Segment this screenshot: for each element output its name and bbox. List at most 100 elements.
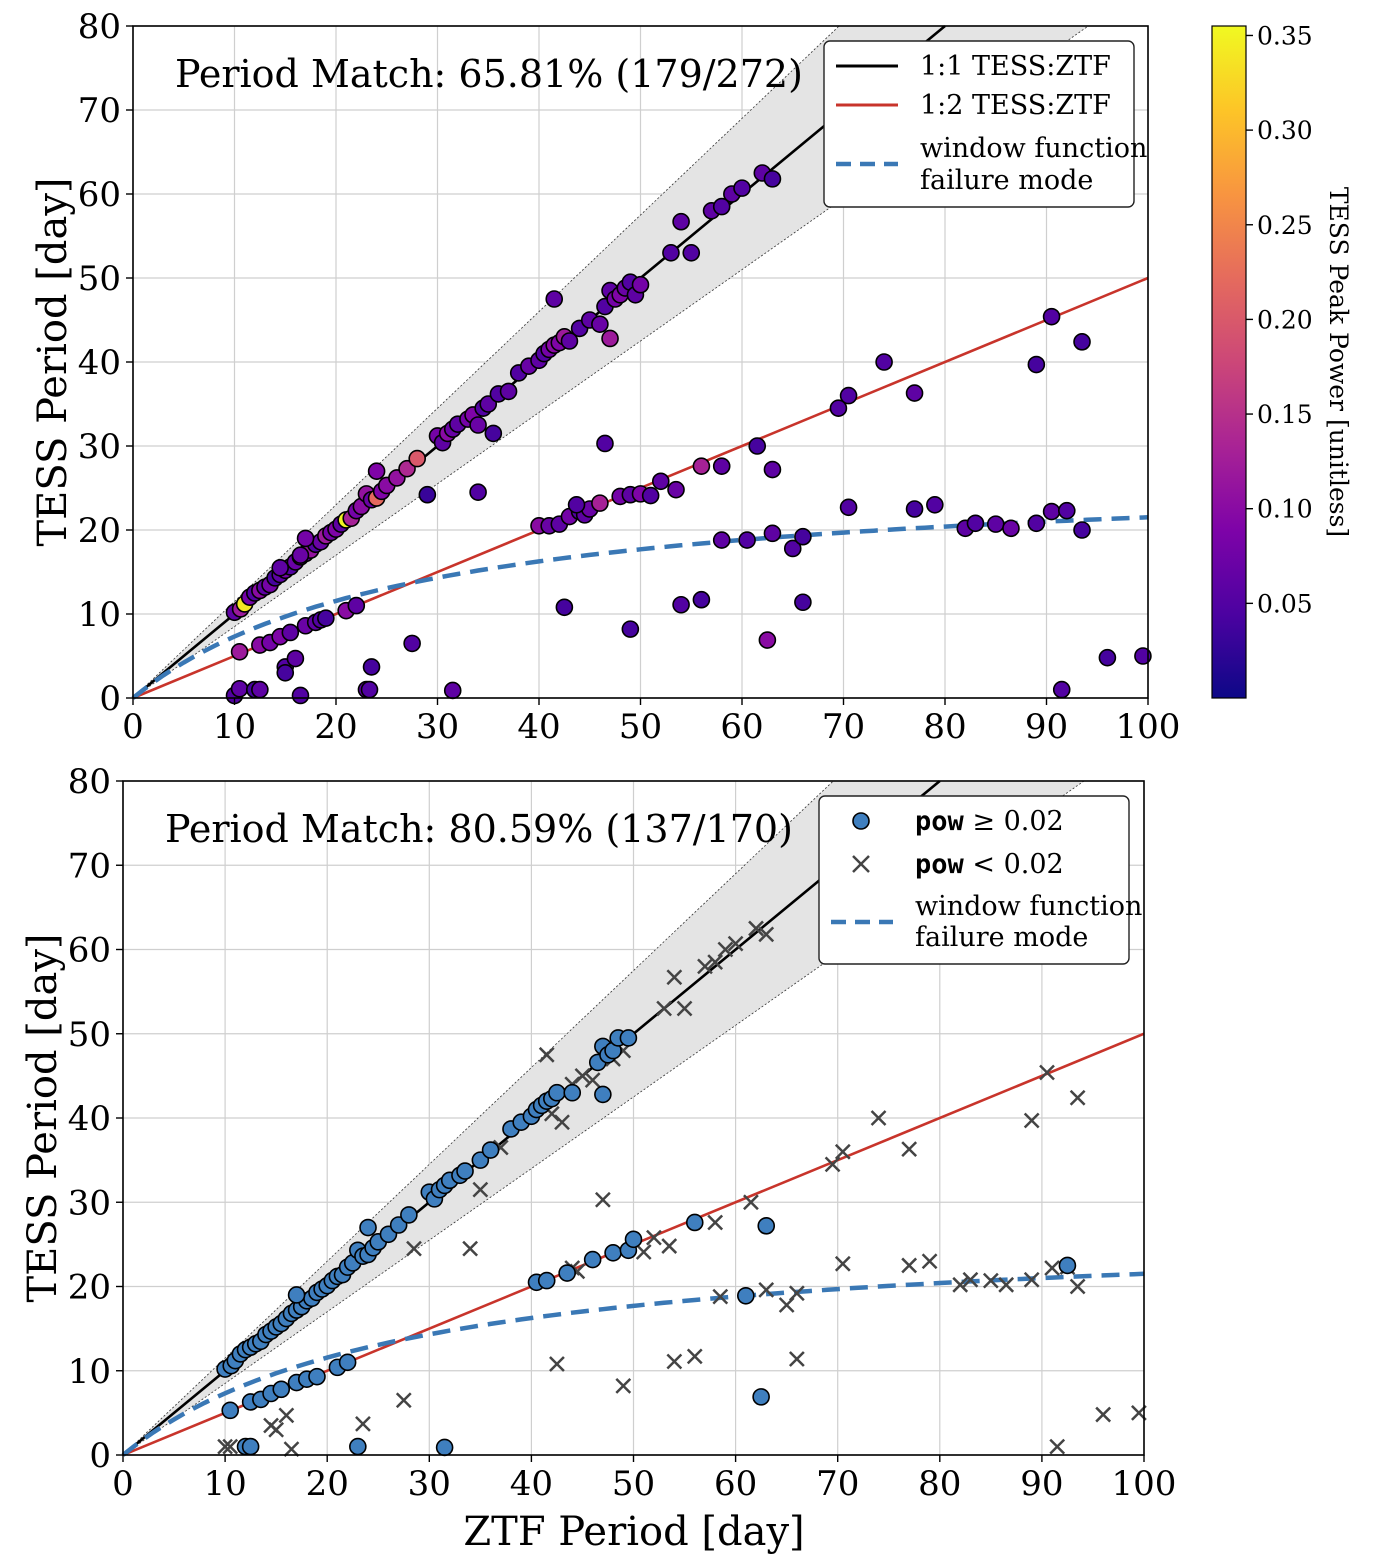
data-point-circle bbox=[548, 1083, 566, 1102]
band-upper-edge bbox=[132, 25, 840, 699]
data-point bbox=[362, 658, 381, 676]
data-point bbox=[966, 514, 985, 533]
data-point bbox=[641, 486, 660, 505]
colorbar-tick-label: 0.10 bbox=[1257, 495, 1313, 524]
data-point-x bbox=[472, 1181, 489, 1198]
data-point-x-stroke bbox=[788, 1351, 805, 1367]
data-point-x bbox=[268, 1421, 285, 1438]
scatter-points bbox=[216, 920, 1147, 1457]
data-point bbox=[347, 596, 366, 615]
data-point bbox=[1052, 680, 1071, 699]
data-point-x-stroke bbox=[921, 1253, 938, 1270]
data-point bbox=[738, 531, 756, 549]
data-point bbox=[651, 472, 670, 491]
y-tick-label: 30 bbox=[68, 1183, 111, 1223]
data-point-circle bbox=[757, 1217, 776, 1235]
colorbar-tick-label: 0.30 bbox=[1257, 116, 1313, 145]
data-point-x bbox=[395, 1392, 412, 1409]
data-point bbox=[596, 434, 614, 453]
data-point-x-stroke bbox=[748, 920, 764, 937]
colorbar-tick-label: 0.05 bbox=[1257, 589, 1313, 618]
data-point bbox=[1134, 647, 1152, 665]
colorbar-tick-label: 0.35 bbox=[1257, 21, 1313, 50]
data-point-x bbox=[921, 1253, 938, 1270]
data-point-circle bbox=[456, 1162, 474, 1180]
data-point bbox=[281, 623, 300, 642]
data-point-x bbox=[1023, 1271, 1040, 1288]
data-point bbox=[560, 332, 579, 350]
data-point-x bbox=[549, 1356, 565, 1372]
data-point-x bbox=[743, 1194, 759, 1211]
y-tick-label: 0 bbox=[89, 1436, 111, 1476]
data-point-x bbox=[707, 1214, 724, 1231]
data-point bbox=[1073, 521, 1091, 539]
data-point-x bbox=[758, 926, 775, 943]
period-match-annotation: Period Match: 80.59% (137/170) bbox=[165, 807, 793, 851]
data-point-x-stroke bbox=[707, 954, 724, 971]
x-tick-label: 0 bbox=[122, 707, 144, 747]
data-point-x-stroke bbox=[283, 1441, 300, 1457]
data-point-x bbox=[834, 1255, 851, 1272]
data-point-x-stroke bbox=[635, 1244, 652, 1260]
colorbar-tick-label: 0.15 bbox=[1257, 400, 1313, 429]
data-point bbox=[230, 642, 249, 661]
y-tick-label: 50 bbox=[68, 1015, 111, 1055]
x-tick-label: 90 bbox=[1025, 707, 1068, 747]
data-point-x-stroke bbox=[901, 1257, 918, 1274]
data-point-x-stroke bbox=[355, 1415, 371, 1432]
data-point bbox=[839, 386, 858, 405]
data-point bbox=[712, 531, 731, 549]
data-point-circle bbox=[349, 1437, 367, 1456]
data-point-x-stroke bbox=[666, 1353, 683, 1370]
data-point-x-stroke bbox=[543, 1105, 560, 1122]
data-point-circle bbox=[685, 1213, 704, 1232]
y-tick-label: 60 bbox=[78, 175, 121, 215]
data-point-x bbox=[278, 1407, 295, 1424]
data-point bbox=[591, 494, 609, 512]
x-tick-label: 70 bbox=[822, 707, 865, 747]
data-point-x-stroke bbox=[758, 926, 775, 943]
data-point-x-stroke bbox=[594, 1191, 611, 1208]
data-point-x bbox=[646, 1229, 662, 1246]
data-point-x bbox=[901, 1257, 918, 1274]
data-point-x bbox=[870, 1110, 887, 1126]
x-axis-label: ZTF Period [day] bbox=[463, 1509, 804, 1554]
data-point bbox=[763, 460, 782, 479]
y-tick-label: 20 bbox=[68, 1268, 111, 1308]
x-tick-label: 80 bbox=[918, 1464, 961, 1504]
data-point-circle bbox=[308, 1367, 326, 1386]
data-point-x bbox=[962, 1271, 979, 1288]
legend: 1:1 TESS:ZTF 1:2 TESS:ZTF window functio… bbox=[823, 40, 1147, 208]
x-tick-label: 100 bbox=[1116, 707, 1181, 747]
data-point-x bbox=[538, 1046, 555, 1063]
y-tick-label: 60 bbox=[68, 931, 111, 971]
data-point-x bbox=[727, 935, 744, 952]
data-point-x-stroke bbox=[870, 1110, 887, 1126]
data-point bbox=[986, 515, 1005, 533]
legend-pow-mono: pow bbox=[915, 806, 965, 837]
data-point bbox=[712, 457, 731, 475]
data-point-x-stroke bbox=[217, 1438, 233, 1455]
data-point-x bbox=[222, 1438, 239, 1455]
data-point-x-stroke bbox=[697, 958, 713, 975]
legend-swatch-circle bbox=[852, 812, 870, 830]
data-point-x bbox=[283, 1441, 300, 1457]
data-point-x bbox=[1069, 1278, 1086, 1295]
data-point-x-stroke bbox=[1069, 1278, 1086, 1295]
data-point-x bbox=[712, 1288, 729, 1305]
data-point bbox=[1042, 502, 1061, 521]
x-tick-label: 50 bbox=[612, 1464, 655, 1504]
data-point-x bbox=[748, 920, 764, 937]
data-point-x-stroke bbox=[952, 1276, 969, 1293]
data-point-circle bbox=[287, 1286, 306, 1304]
data-point-circle bbox=[481, 1141, 500, 1159]
data-point bbox=[408, 449, 427, 468]
data-point-x bbox=[1095, 1406, 1112, 1423]
y-tick-label: 0 bbox=[99, 679, 121, 719]
data-point-x bbox=[656, 1000, 673, 1017]
data-point bbox=[443, 681, 462, 700]
data-point-x-stroke bbox=[406, 1240, 422, 1257]
data-point bbox=[667, 480, 685, 499]
data-point-x-stroke bbox=[268, 1421, 285, 1438]
data-point-x bbox=[998, 1276, 1015, 1293]
